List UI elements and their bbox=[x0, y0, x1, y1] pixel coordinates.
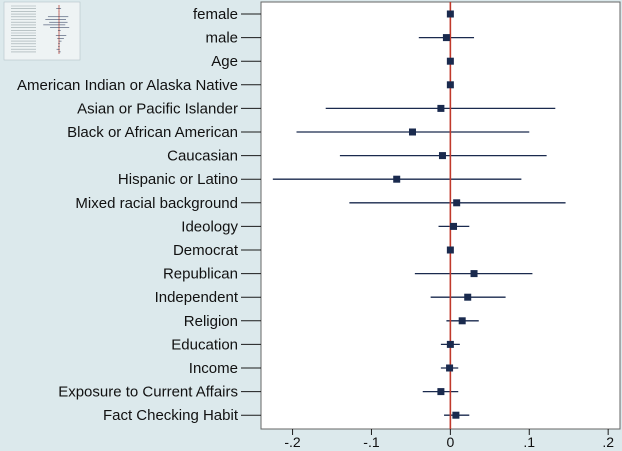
category-label-ideology: Ideology bbox=[181, 218, 238, 235]
category-label-caucasian: Caucasian bbox=[167, 148, 238, 165]
point-estimate-age bbox=[446, 57, 454, 65]
x-tick-label-0: -.2 bbox=[284, 434, 301, 450]
category-label-education: Education bbox=[171, 336, 238, 353]
category-label-asian-or-pacific-islander: Asian or Pacific Islander bbox=[77, 100, 238, 117]
point-estimate-asian-or-pacific-islander bbox=[437, 104, 445, 112]
category-label-hispanic-or-latino: Hispanic or Latino bbox=[118, 171, 238, 188]
category-label-fact-checking-habit: Fact Checking Habit bbox=[103, 407, 239, 424]
category-label-exposure-to-current-affairs: Exposure to Current Affairs bbox=[58, 384, 238, 401]
point-estimate-education bbox=[446, 340, 454, 348]
inset-thumbnail bbox=[3, 1, 81, 61]
point-estimate-american-indian-or-alaska-native bbox=[446, 81, 454, 89]
point-estimate-independent bbox=[464, 293, 472, 301]
category-label-female: female bbox=[193, 6, 238, 23]
point-estimate-mixed-racial-background bbox=[453, 199, 461, 207]
point-estimate-democrat bbox=[446, 246, 454, 254]
point-estimate-exposure-to-current-affairs bbox=[437, 388, 445, 396]
plot-area bbox=[260, 1, 621, 430]
category-label-american-indian-or-alaska-native: American Indian or Alaska Native bbox=[17, 77, 238, 94]
category-label-republican: Republican bbox=[163, 266, 238, 283]
point-estimate-religion bbox=[458, 317, 466, 325]
point-estimate-male bbox=[442, 34, 450, 42]
point-estimate-hispanic-or-latino bbox=[393, 175, 401, 183]
category-label-mixed-racial-background: Mixed racial background bbox=[75, 195, 238, 212]
x-tick-label-4: .2 bbox=[602, 434, 614, 450]
point-estimate-black-or-african-american bbox=[408, 128, 416, 136]
category-label-religion: Religion bbox=[184, 313, 238, 330]
category-label-age: Age bbox=[211, 53, 238, 70]
point-estimate-ideology bbox=[450, 222, 458, 230]
category-label-black-or-african-american: Black or African American bbox=[67, 124, 238, 141]
category-label-independent: Independent bbox=[155, 289, 239, 306]
point-estimate-republican bbox=[470, 270, 478, 278]
category-label-income: Income bbox=[189, 360, 238, 377]
category-label-democrat: Democrat bbox=[173, 242, 239, 259]
x-tick-label-2: 0 bbox=[446, 434, 454, 450]
point-estimate-fact-checking-habit bbox=[452, 411, 460, 419]
point-estimate-caucasian bbox=[438, 152, 446, 160]
x-tick-label-3: .1 bbox=[523, 434, 535, 450]
point-estimate-female bbox=[446, 10, 454, 18]
category-label-male: male bbox=[205, 30, 238, 47]
x-tick-label-1: -.1 bbox=[363, 434, 380, 450]
point-estimate-income bbox=[446, 364, 454, 372]
